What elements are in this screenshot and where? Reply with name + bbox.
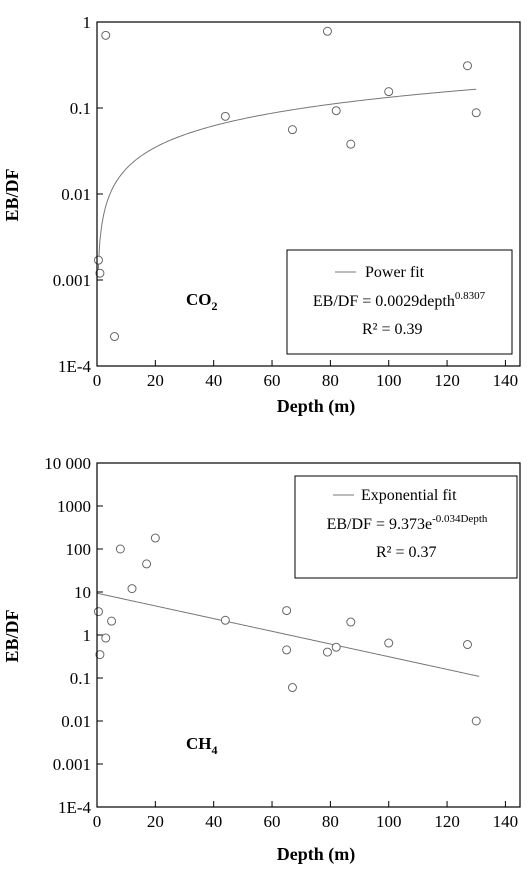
ch4-data-point: [282, 606, 292, 616]
ch4-data-point: [93, 607, 103, 617]
ch4-legend-box: [294, 475, 518, 579]
co2-x-tick-label: 100: [376, 371, 402, 390]
ch4-legend: Exponential fit EB/DF = 9.373e-0.034Dept…: [294, 475, 518, 579]
ch4-data-point: [471, 716, 481, 726]
ch4-data-point: [127, 584, 137, 594]
co2-data-point: [93, 255, 103, 265]
ch4-data-point: [115, 544, 125, 554]
co2-data-point: [384, 87, 394, 97]
ch4-x-tick-label: 80: [322, 812, 339, 831]
ch4-legend-r2: R² = 0.37: [376, 544, 437, 561]
ch4-y-tick-label: 100: [66, 540, 92, 559]
co2-data-point: [471, 108, 481, 118]
co2-data-point: [346, 139, 356, 149]
co2-y-tick-label: 0.001: [53, 271, 91, 290]
ch4-x-ticks: 0 20 40 60 80 100 120 140: [93, 801, 518, 831]
co2-legend-box: [286, 249, 513, 355]
ch4-y-tick-label: 1: [83, 626, 92, 645]
ch4-x-tick-label: 20: [147, 812, 164, 831]
ch4-data-point: [331, 642, 341, 652]
co2-data-point: [287, 125, 297, 135]
co2-y-tick-label: 0.01: [61, 185, 91, 204]
co2-y-tick-label: 1E-4: [58, 357, 92, 376]
co2-data-point: [462, 61, 472, 71]
ch4-y-tick-label: 10 000: [44, 454, 91, 473]
co2-data-point: [331, 106, 341, 116]
co2-y-tick-label: 1: [83, 13, 92, 32]
co2-plot-frame: [96, 21, 521, 367]
co2-legend-r2: R² = 0.39: [362, 321, 423, 338]
ch4-data-point: [282, 645, 292, 655]
ch4-y-tick-label: 10: [74, 583, 91, 602]
ch4-y-axis-label: EB/DF: [2, 609, 22, 662]
co2-data-point: [101, 30, 111, 40]
co2-data-point: [220, 111, 230, 121]
co2-data-point: [322, 26, 332, 36]
ch4-panel: 1E-4 0.001 0.01 0.1 1 10 100 1000 10 000 0 20 40 60…: [2, 454, 521, 865]
ch4-x-tick-label: 120: [434, 812, 460, 831]
co2-legend-equation: EB/DF = 0.0029depth0.8307: [313, 290, 486, 310]
ch4-data-point: [101, 633, 111, 643]
ch4-y-tick-label: 0.1: [70, 669, 91, 688]
ch4-data-point: [220, 615, 230, 625]
co2-x-tick-label: 80: [322, 371, 339, 390]
ch4-x-tick-label: 0: [93, 812, 102, 831]
ch4-data-point: [150, 533, 160, 543]
co2-panel: 1E-4 0.001 0.01 0.1 1 0 20 40 60 80 100 120 140 EB/…: [2, 13, 521, 417]
ch4-points: [93, 533, 481, 726]
co2-data-point: [110, 332, 120, 342]
co2-x-tick-label: 40: [205, 371, 222, 390]
co2-x-ticks: 0 20 40 60 80 100 120 140: [93, 360, 518, 390]
co2-x-tick-label: 20: [147, 371, 164, 390]
ch4-data-point: [95, 650, 105, 660]
ch4-plot-frame: [96, 462, 521, 808]
ch4-x-axis-label: Depth (m): [277, 844, 356, 865]
co2-data-point: [95, 268, 105, 278]
ch4-x-tick-label: 60: [264, 812, 281, 831]
ch4-data-point: [384, 638, 394, 648]
ch4-y-ticks: 1E-4 0.001 0.01 0.1 1 10 100 1000 10 000: [44, 454, 103, 817]
ch4-legend-line-label: Exponential fit: [361, 487, 457, 504]
ch4-data-point: [142, 559, 152, 569]
ch4-data-point: [322, 647, 332, 657]
co2-x-tick-label: 120: [434, 371, 460, 390]
co2-power-fit-line: [97, 88, 477, 278]
co2-gas-label: CO2: [186, 290, 218, 313]
co2-x-tick-label: 140: [493, 371, 519, 390]
co2-x-tick-label: 60: [264, 371, 281, 390]
ch4-y-tick-label: 1000: [57, 497, 91, 516]
ch4-x-tick-label: 140: [493, 812, 519, 831]
ch4-gas-label: CH4: [186, 734, 218, 757]
ch4-x-tick-label: 40: [205, 812, 222, 831]
ch4-data-point: [462, 640, 472, 650]
co2-legend: Power fit EB/DF = 0.0029depth0.8307 R² =…: [286, 249, 513, 355]
ch4-data-point: [346, 617, 356, 627]
ch4-exponential-fit-line: [96, 592, 480, 677]
ch4-data-point: [287, 683, 297, 693]
ch4-y-tick-label: 0.001: [53, 755, 91, 774]
co2-x-tick-label: 0: [93, 371, 102, 390]
ch4-y-tick-label: 0.01: [61, 712, 91, 731]
ch4-x-tick-label: 100: [376, 812, 402, 831]
co2-y-ticks: 1E-4 0.001 0.01 0.1 1: [53, 13, 103, 376]
ch4-legend-equation: EB/DF = 9.373e-0.034Depth: [327, 513, 488, 533]
ch4-data-point: [107, 616, 117, 626]
co2-legend-line-label: Power fit: [365, 264, 425, 281]
co2-x-axis-label: Depth (m): [277, 396, 356, 417]
co2-y-axis-label: EB/DF: [2, 168, 22, 221]
co2-y-tick-label: 0.1: [70, 99, 91, 118]
ch4-y-tick-label: 1E-4: [58, 798, 92, 817]
